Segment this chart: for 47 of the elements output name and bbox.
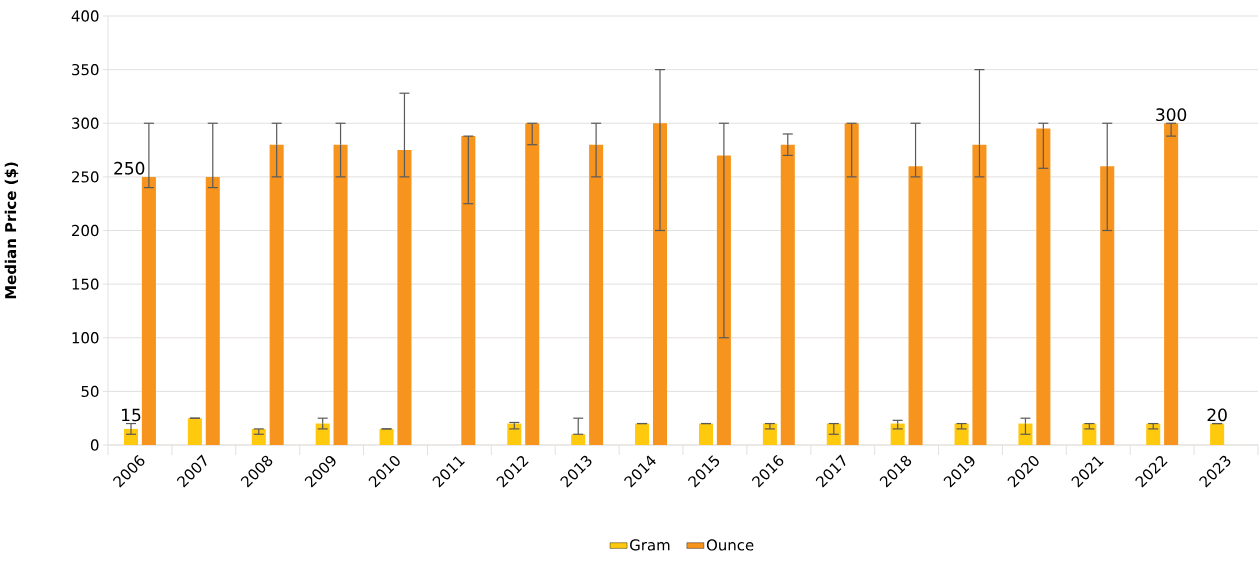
bar <box>826 423 841 445</box>
data-label: 15 <box>122 408 141 422</box>
bar <box>461 136 476 445</box>
bar <box>635 423 650 445</box>
y-tick-label: 400 <box>71 10 99 22</box>
bar <box>525 123 540 445</box>
bar <box>141 176 156 445</box>
bar <box>187 418 202 445</box>
bar <box>397 150 412 445</box>
y-tick-label: 50 <box>81 385 99 398</box>
data-label: 20 <box>1207 408 1227 422</box>
bar <box>589 144 604 445</box>
bar <box>333 144 348 445</box>
y-tick-label: 200 <box>72 224 99 237</box>
bar <box>1036 128 1051 445</box>
y-tick-label: 100 <box>72 332 99 344</box>
legend-label: Gram <box>630 539 670 551</box>
bar <box>652 123 668 445</box>
bar <box>762 423 777 445</box>
bar <box>972 144 987 445</box>
bar <box>571 434 586 445</box>
bar <box>1082 423 1097 445</box>
y-tick-label: 300 <box>72 117 99 129</box>
y-tick-label: 350 <box>72 63 99 76</box>
bar <box>379 428 394 445</box>
legend-label: Ounce <box>706 539 754 551</box>
data-label: 300 <box>1156 108 1187 122</box>
bar <box>698 423 714 445</box>
y-tick-label: 150 <box>72 278 99 290</box>
bar <box>890 423 905 445</box>
bar <box>205 176 220 445</box>
bar <box>269 144 284 445</box>
bar <box>1164 123 1179 445</box>
data-label: 250 <box>114 161 145 175</box>
bar <box>315 423 330 445</box>
bar <box>1210 423 1225 445</box>
bar <box>954 423 969 445</box>
bar <box>844 123 859 445</box>
y-axis-title: Median Price ($) <box>4 162 19 299</box>
bar <box>908 166 923 445</box>
bar <box>1018 423 1033 445</box>
bar <box>1100 166 1115 445</box>
bar <box>507 423 522 445</box>
bar <box>1146 423 1161 445</box>
bar <box>780 144 795 445</box>
y-tick-label: 250 <box>72 171 99 183</box>
y-tick-label: 0 <box>90 439 99 451</box>
